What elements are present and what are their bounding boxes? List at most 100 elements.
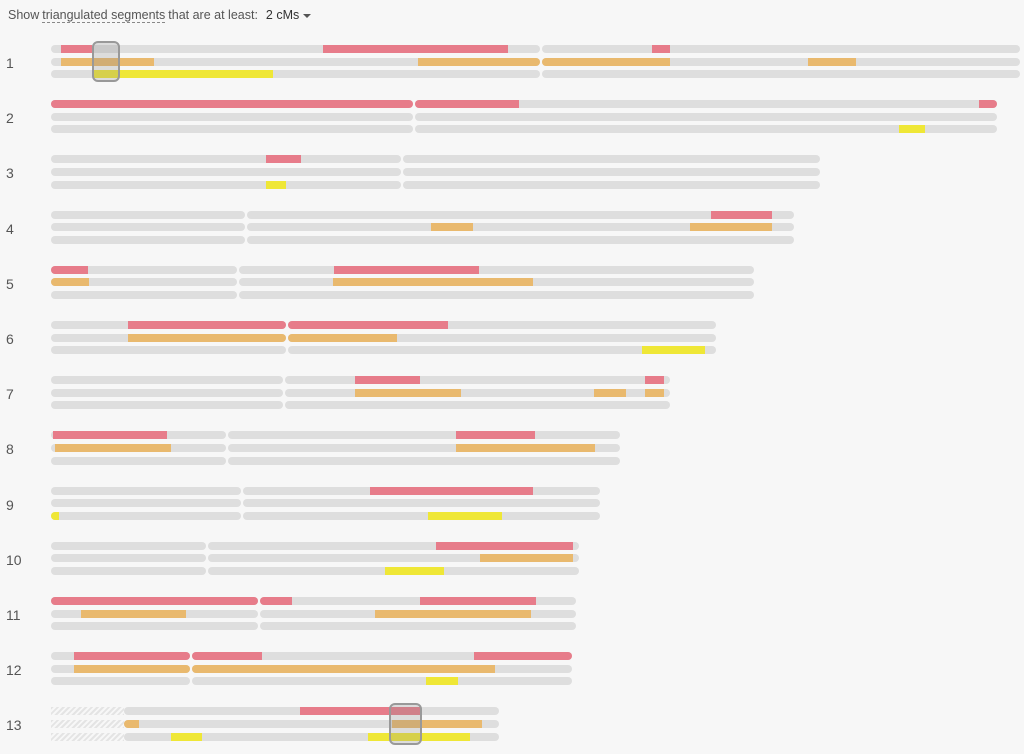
- match-segment-yellow[interactable]: [266, 180, 286, 189]
- match-segment-yellow[interactable]: [426, 677, 458, 686]
- chromosome-track: [288, 346, 716, 355]
- match-segment-red[interactable]: [74, 652, 190, 661]
- match-segment-red[interactable]: [51, 100, 413, 109]
- match-segment-orange[interactable]: [542, 57, 670, 66]
- match-segment-red[interactable]: [51, 597, 258, 605]
- chromosome-track: [51, 155, 401, 164]
- match-segment-red[interactable]: [300, 707, 420, 716]
- chromosome-track: [228, 431, 620, 440]
- match-segment-orange[interactable]: [431, 223, 473, 232]
- chromosome-track: [51, 486, 241, 495]
- match-segment-orange[interactable]: [690, 223, 772, 232]
- match-segment-orange[interactable]: [645, 388, 664, 397]
- selection-box-chr1[interactable]: [92, 41, 120, 83]
- match-segment-red[interactable]: [420, 597, 536, 605]
- match-segment-red[interactable]: [53, 431, 167, 440]
- match-segment-orange[interactable]: [375, 609, 531, 618]
- match-segment-yellow[interactable]: [642, 346, 705, 355]
- chromosome-label: 4: [6, 220, 14, 237]
- min-cm-dropdown[interactable]: 2 cMs: [266, 8, 312, 22]
- chromosome-track: [51, 511, 241, 520]
- match-segment-red[interactable]: [652, 45, 670, 53]
- match-segment-yellow[interactable]: [428, 511, 502, 520]
- match-segment-red[interactable]: [456, 431, 535, 440]
- match-segment-orange[interactable]: [418, 57, 540, 66]
- chromosome-track: [542, 45, 1020, 53]
- chromosome-track: [124, 732, 499, 741]
- chromosome-track: [403, 168, 820, 176]
- chromosome-track: [192, 652, 572, 661]
- match-segment-yellow[interactable]: [94, 70, 273, 79]
- match-segment-orange[interactable]: [288, 333, 397, 342]
- match-segment-red[interactable]: [474, 652, 572, 661]
- match-segment-red[interactable]: [51, 265, 88, 274]
- chromosome-track: [51, 210, 245, 219]
- match-segment-orange[interactable]: [124, 720, 139, 728]
- match-segment-orange[interactable]: [55, 444, 171, 452]
- match-segment-red[interactable]: [711, 210, 772, 219]
- chromosome-track: [247, 235, 794, 244]
- match-segment-orange[interactable]: [61, 57, 154, 66]
- match-segment-orange[interactable]: [392, 720, 482, 728]
- chromosome-track: [239, 265, 754, 274]
- chromosome-track: [260, 597, 576, 605]
- match-segment-yellow[interactable]: [51, 511, 59, 520]
- chromosome-track: [51, 456, 226, 465]
- chromosome-track: [51, 45, 540, 53]
- chromosome-track: [247, 210, 794, 219]
- chromosome-track: [51, 223, 245, 232]
- chromosome-track: [228, 456, 620, 465]
- match-segment-red[interactable]: [370, 486, 533, 495]
- chromosome-track: [403, 180, 820, 189]
- match-segment-orange[interactable]: [480, 554, 573, 563]
- match-segment-red[interactable]: [260, 597, 292, 605]
- selection-box-chr13[interactable]: [389, 703, 422, 745]
- chromosome-track: [288, 321, 716, 329]
- match-segment-orange[interactable]: [355, 388, 461, 397]
- match-segment-orange[interactable]: [51, 278, 89, 287]
- chromosome-track: [124, 720, 499, 728]
- match-segment-orange[interactable]: [594, 388, 626, 397]
- chromosome-track: [285, 376, 670, 385]
- match-segment-orange[interactable]: [81, 609, 186, 618]
- chromosome-track: [51, 554, 206, 563]
- match-segment-orange[interactable]: [74, 664, 190, 673]
- match-segment-red[interactable]: [436, 541, 573, 550]
- chromosome-track: [228, 444, 620, 452]
- match-segment-yellow[interactable]: [171, 732, 202, 741]
- match-segment-orange[interactable]: [456, 444, 595, 452]
- match-segment-red[interactable]: [355, 376, 420, 385]
- match-segment-red[interactable]: [334, 265, 479, 274]
- chromosome-track: [243, 511, 600, 520]
- match-segment-orange[interactable]: [128, 333, 286, 342]
- match-segment-red[interactable]: [128, 321, 286, 329]
- chromosome-track: [51, 567, 206, 575]
- chromosome-track: [51, 125, 413, 134]
- chromosome-track: [51, 57, 540, 66]
- match-segment-orange[interactable]: [192, 664, 495, 673]
- match-segment-yellow[interactable]: [899, 125, 925, 134]
- match-segment-yellow[interactable]: [368, 732, 470, 741]
- chromosome-track: [51, 278, 237, 287]
- match-segment-red[interactable]: [979, 100, 997, 109]
- chromosome-track: [51, 112, 413, 121]
- match-segment-orange[interactable]: [808, 57, 856, 66]
- triangulated-segments-help-link[interactable]: triangulated segments: [42, 7, 166, 23]
- match-segment-red[interactable]: [192, 652, 262, 661]
- match-segment-red[interactable]: [645, 376, 664, 385]
- match-segment-red[interactable]: [323, 45, 508, 53]
- segment-filter-toolbar: Show triangulated segments that are at l…: [8, 6, 312, 24]
- match-segment-orange[interactable]: [333, 278, 533, 287]
- chromosome-label: 8: [6, 441, 14, 458]
- chromosome-label: 3: [6, 165, 14, 182]
- match-segment-red[interactable]: [415, 100, 519, 109]
- match-segment-yellow[interactable]: [385, 567, 444, 575]
- match-segment-red[interactable]: [61, 45, 92, 53]
- unmapped-region: [51, 720, 124, 728]
- match-segment-red[interactable]: [288, 321, 448, 329]
- match-segment-red[interactable]: [266, 155, 301, 164]
- chromosome-label: 12: [6, 662, 22, 679]
- chromosome-label: 6: [6, 331, 14, 347]
- chromosome-label: 13: [6, 717, 22, 734]
